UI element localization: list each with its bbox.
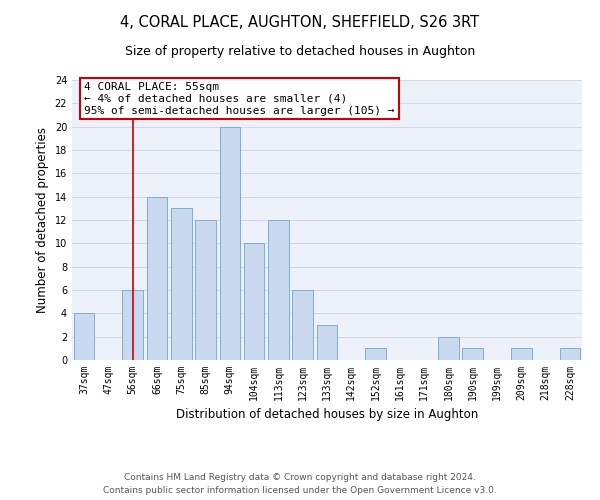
Bar [560,348,580,360]
Bar [122,290,143,360]
Bar [146,196,167,360]
Bar [268,220,289,360]
Text: Contains HM Land Registry data © Crown copyright and database right 2024.
Contai: Contains HM Land Registry data © Crown c… [103,473,497,495]
Bar [195,220,216,360]
Text: 4 CORAL PLACE: 55sqm
← 4% of detached houses are smaller (4)
95% of semi-detache: 4 CORAL PLACE: 55sqm ← 4% of detached ho… [84,82,395,116]
Bar [511,348,532,360]
Bar [292,290,313,360]
Bar [171,208,191,360]
Text: Size of property relative to detached houses in Aughton: Size of property relative to detached ho… [125,45,475,58]
Bar [365,348,386,360]
X-axis label: Distribution of detached houses by size in Aughton: Distribution of detached houses by size … [176,408,478,422]
Bar [220,126,240,360]
Bar [463,348,483,360]
Bar [244,244,265,360]
Y-axis label: Number of detached properties: Number of detached properties [36,127,49,313]
Bar [74,314,94,360]
Bar [317,325,337,360]
Bar [438,336,459,360]
Text: 4, CORAL PLACE, AUGHTON, SHEFFIELD, S26 3RT: 4, CORAL PLACE, AUGHTON, SHEFFIELD, S26 … [121,15,479,30]
